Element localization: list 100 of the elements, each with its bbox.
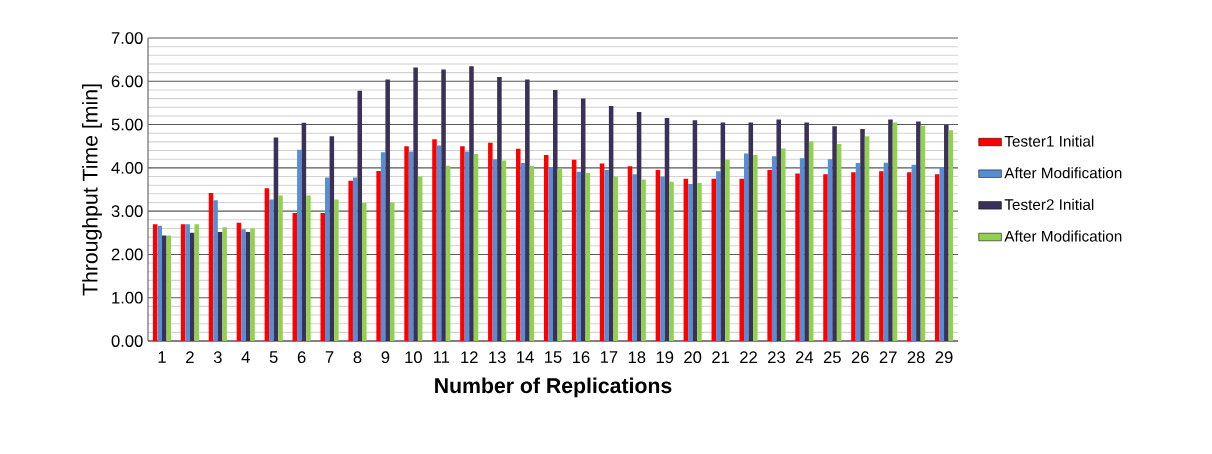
bar — [934, 174, 940, 341]
x-tick-label: 22 — [740, 351, 757, 363]
x-tick-label: 12 — [461, 351, 478, 363]
bar — [632, 174, 637, 341]
x-tick-label: 26 — [851, 351, 869, 364]
bar — [851, 172, 856, 341]
bar — [585, 173, 591, 341]
bar — [376, 170, 381, 341]
x-tick-label: 25 — [823, 351, 841, 364]
legend-label: After Modification — [1004, 230, 1122, 242]
bar — [297, 149, 302, 341]
x-tick-label: 10 — [405, 351, 422, 364]
bar — [525, 79, 530, 341]
x-tick-label: 4 — [241, 351, 250, 363]
bar — [213, 200, 218, 341]
bar — [907, 172, 912, 341]
x-tick-label: 24 — [795, 351, 814, 363]
bar — [488, 142, 493, 341]
bar — [334, 199, 339, 341]
x-tick-label: 5 — [269, 351, 278, 363]
y-tick-label: 4.00 — [111, 161, 143, 174]
x-tick-label: 7 — [325, 351, 334, 363]
bar — [385, 79, 390, 341]
bar — [325, 177, 330, 341]
y-tick-label: 2.00 — [111, 248, 143, 261]
bar — [743, 153, 749, 341]
x-tick-label: 27 — [879, 351, 897, 363]
bar — [432, 139, 437, 341]
bar — [823, 174, 828, 341]
x-tick-label: 29 — [935, 351, 953, 364]
bar — [795, 173, 800, 341]
x-tick-label: 3 — [213, 351, 222, 364]
bar — [780, 148, 786, 341]
x-tick-label: 17 — [600, 351, 618, 363]
bar — [860, 128, 865, 341]
x-tick-label: 15 — [545, 351, 562, 363]
x-tick-label: 19 — [656, 351, 674, 364]
bar — [269, 199, 274, 341]
bar — [669, 181, 674, 341]
bar — [469, 66, 474, 341]
x-tick-label: 16 — [572, 351, 590, 364]
y-axis-title: Throughput Time [min] — [82, 84, 102, 296]
bar — [697, 183, 702, 341]
x-tick-label: 23 — [768, 351, 785, 364]
bar — [185, 224, 190, 341]
x-tick-label: 1 — [158, 351, 166, 363]
bar — [404, 146, 409, 341]
x-tick-label: 13 — [489, 351, 506, 364]
bar — [348, 180, 353, 341]
x-tick-label: 2 — [186, 351, 194, 363]
bar — [194, 224, 199, 341]
bar — [725, 159, 730, 341]
bar — [497, 76, 502, 341]
bar — [944, 125, 949, 341]
bar — [222, 227, 227, 341]
y-tick-label: 0.00 — [111, 335, 143, 347]
bar — [753, 154, 758, 341]
x-axis-title: Number of Replications — [435, 377, 672, 398]
y-tick-label: 5.00 — [111, 118, 143, 131]
bar — [604, 170, 609, 341]
y-tick-label: 7.00 — [111, 32, 143, 44]
bar — [241, 229, 246, 341]
bar — [888, 119, 893, 341]
bar — [320, 212, 326, 341]
y-tick-label: 3.00 — [111, 205, 143, 218]
bar — [767, 170, 772, 341]
bar — [441, 69, 446, 341]
bar — [776, 119, 781, 341]
x-tick-label: 9 — [381, 351, 390, 364]
bar — [879, 171, 884, 341]
x-tick-label: 14 — [517, 351, 534, 363]
bar — [576, 171, 581, 341]
legend-label: Tester2 Initial — [1004, 198, 1094, 211]
bar — [613, 176, 618, 341]
bar — [362, 202, 367, 341]
x-tick-label: 8 — [353, 351, 362, 364]
bar — [278, 195, 283, 341]
legend-label: Tester1 Initial — [1004, 135, 1094, 147]
x-tick-label: 6 — [297, 351, 306, 364]
x-tick-label: 28 — [907, 351, 925, 364]
y-tick-label: 6.00 — [111, 75, 143, 88]
bar — [688, 183, 693, 341]
x-tick-label: 21 — [712, 351, 730, 363]
x-tick-label: 20 — [684, 351, 702, 364]
y-tick-label: 1.00 — [112, 291, 143, 304]
bar — [916, 121, 921, 341]
bar — [660, 176, 665, 341]
bar — [460, 146, 465, 341]
legend-label: After Modification — [1004, 167, 1122, 179]
bar — [739, 178, 744, 341]
bar — [516, 148, 521, 341]
bar — [804, 122, 809, 341]
bar — [161, 235, 167, 341]
x-tick-label: 18 — [628, 351, 646, 364]
bar — [716, 171, 721, 341]
bar — [357, 90, 363, 341]
bar — [250, 228, 255, 341]
bar — [306, 195, 311, 341]
bar — [641, 179, 646, 341]
bar — [413, 67, 418, 341]
